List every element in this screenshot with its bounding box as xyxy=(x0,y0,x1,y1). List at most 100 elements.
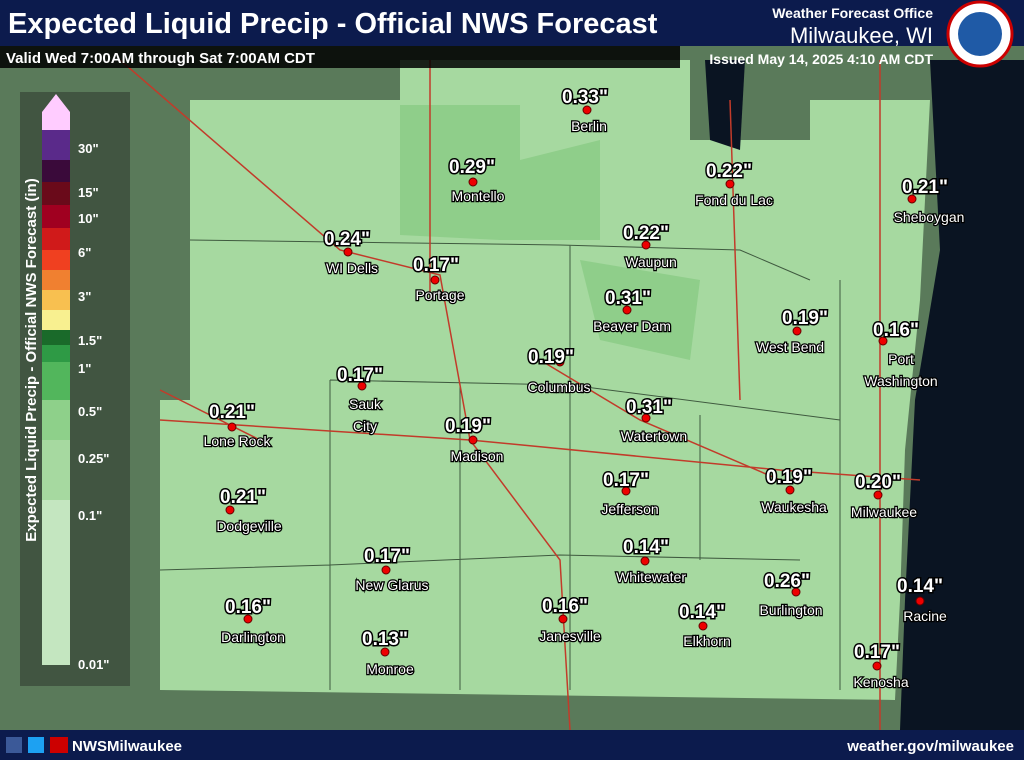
legend-box xyxy=(20,92,130,686)
forecast-value: 0.17" xyxy=(364,546,410,567)
city-name: New Glarus xyxy=(355,577,428,593)
city-dot xyxy=(907,194,917,204)
legend-arrow xyxy=(42,94,70,112)
social-handle: NWSMilwaukee xyxy=(72,738,182,755)
city-name: Lone Rock xyxy=(204,433,272,449)
forecast-value: 0.33" xyxy=(562,87,608,108)
forecast-value: 0.19" xyxy=(766,467,812,488)
city-dot xyxy=(555,357,565,367)
city-dot xyxy=(785,485,795,495)
forecast-value: 0.21" xyxy=(220,487,266,508)
city-name: Beaver Dam xyxy=(593,318,671,334)
forecast-value: 0.22" xyxy=(706,161,752,182)
legend-swatch xyxy=(42,290,70,310)
office-name: Weather Forecast Office xyxy=(772,5,933,21)
legend-tick-label: 15" xyxy=(78,185,99,200)
forecast-value: 0.29" xyxy=(449,157,495,178)
city-name: Jefferson xyxy=(601,501,658,517)
city-dot xyxy=(873,490,883,500)
legend-swatch xyxy=(42,205,70,228)
city-dot xyxy=(582,105,592,115)
forecast-value: 0.14" xyxy=(897,576,943,597)
title: Expected Liquid Precip - Official NWS Fo… xyxy=(8,8,658,40)
city-dot xyxy=(558,614,568,624)
city-name: Monroe xyxy=(366,661,414,677)
legend-swatch xyxy=(42,160,70,182)
forecast-value: 0.24" xyxy=(324,229,370,250)
legend-tick-label: 6" xyxy=(78,245,91,260)
forecast-value: 0.21" xyxy=(902,177,948,198)
city-dot xyxy=(792,326,802,336)
forecast-value: 0.19" xyxy=(445,416,491,437)
city-name: City xyxy=(353,418,377,434)
city-dot xyxy=(641,413,651,423)
highways xyxy=(119,59,921,731)
legend-swatch xyxy=(42,500,70,665)
city-dot xyxy=(225,505,235,515)
legend-swatch xyxy=(42,182,70,205)
legend-tick-label: 1.5" xyxy=(78,333,102,348)
city-dot xyxy=(791,587,801,597)
forecast-value: 0.17" xyxy=(337,365,383,386)
forecast-value: 0.16" xyxy=(873,320,919,341)
forecast-value: 0.17" xyxy=(603,470,649,491)
city-name: Sauk xyxy=(349,396,382,412)
legend-swatch xyxy=(42,112,70,130)
legend-tick-label: 0.25" xyxy=(78,451,109,466)
city-name: Fond du Lac xyxy=(695,192,773,208)
city-name: Whitewater xyxy=(616,569,686,585)
city-name: Madison xyxy=(451,448,504,464)
forecast-value: 0.22" xyxy=(623,223,669,244)
valid-bar xyxy=(0,46,680,68)
city-name: West Bend xyxy=(756,339,824,355)
legend-tick-label: 30" xyxy=(78,141,99,156)
legend-tick-label: 0.1" xyxy=(78,508,102,523)
twitter-icon xyxy=(28,737,44,753)
city-dot xyxy=(343,247,353,257)
forecast-value: 0.20" xyxy=(855,472,901,493)
legend-swatch xyxy=(42,330,70,345)
legend-tick-label: 1" xyxy=(78,361,91,376)
facebook-icon xyxy=(6,737,22,753)
city-name: Montello xyxy=(452,188,505,204)
city-dot xyxy=(227,422,237,432)
city-dot xyxy=(725,179,735,189)
forecast-value: 0.19" xyxy=(528,347,574,368)
lake-michigan xyxy=(900,60,1024,730)
city-dot xyxy=(357,381,367,391)
legend-swatch xyxy=(42,440,70,500)
city-name: Milwaukee xyxy=(851,504,917,520)
city-dot xyxy=(621,486,631,496)
city-dot xyxy=(430,275,440,285)
legend-swatch xyxy=(42,130,70,160)
forecast-value: 0.26" xyxy=(764,571,810,592)
youtube-icon xyxy=(50,737,68,753)
city-name: Waupun xyxy=(625,254,677,270)
city-dot xyxy=(872,661,882,671)
city-name: Port xyxy=(888,351,914,367)
legend-tick-label: 3" xyxy=(78,289,91,304)
city-dot xyxy=(468,177,478,187)
website: weather.gov/milwaukee xyxy=(846,738,1014,755)
valid-time: Valid Wed 7:00AM through Sat 7:00AM CDT xyxy=(6,50,315,67)
heavier-area xyxy=(400,105,600,240)
nws-logo-inner xyxy=(958,12,1002,56)
city-dot xyxy=(380,647,390,657)
city-name: Watertown xyxy=(621,428,687,444)
city-name: Kenosha xyxy=(853,674,908,690)
forecast-value: 0.31" xyxy=(605,288,651,309)
city-name: Burlington xyxy=(759,602,822,618)
forecast-value: 0.17" xyxy=(413,255,459,276)
legend-tick-label: 0.01" xyxy=(78,657,109,672)
legend-swatch xyxy=(42,270,70,290)
city-name: Portage xyxy=(415,287,464,303)
legend-swatch xyxy=(42,310,70,330)
city-dot xyxy=(381,565,391,575)
city-name: Janesville xyxy=(539,628,601,644)
header-bar xyxy=(0,0,1024,46)
city-name: Washington xyxy=(864,373,937,389)
city-name: Dodgeville xyxy=(216,518,282,534)
city-dot xyxy=(640,556,650,566)
forecast-value: 0.31" xyxy=(626,397,672,418)
